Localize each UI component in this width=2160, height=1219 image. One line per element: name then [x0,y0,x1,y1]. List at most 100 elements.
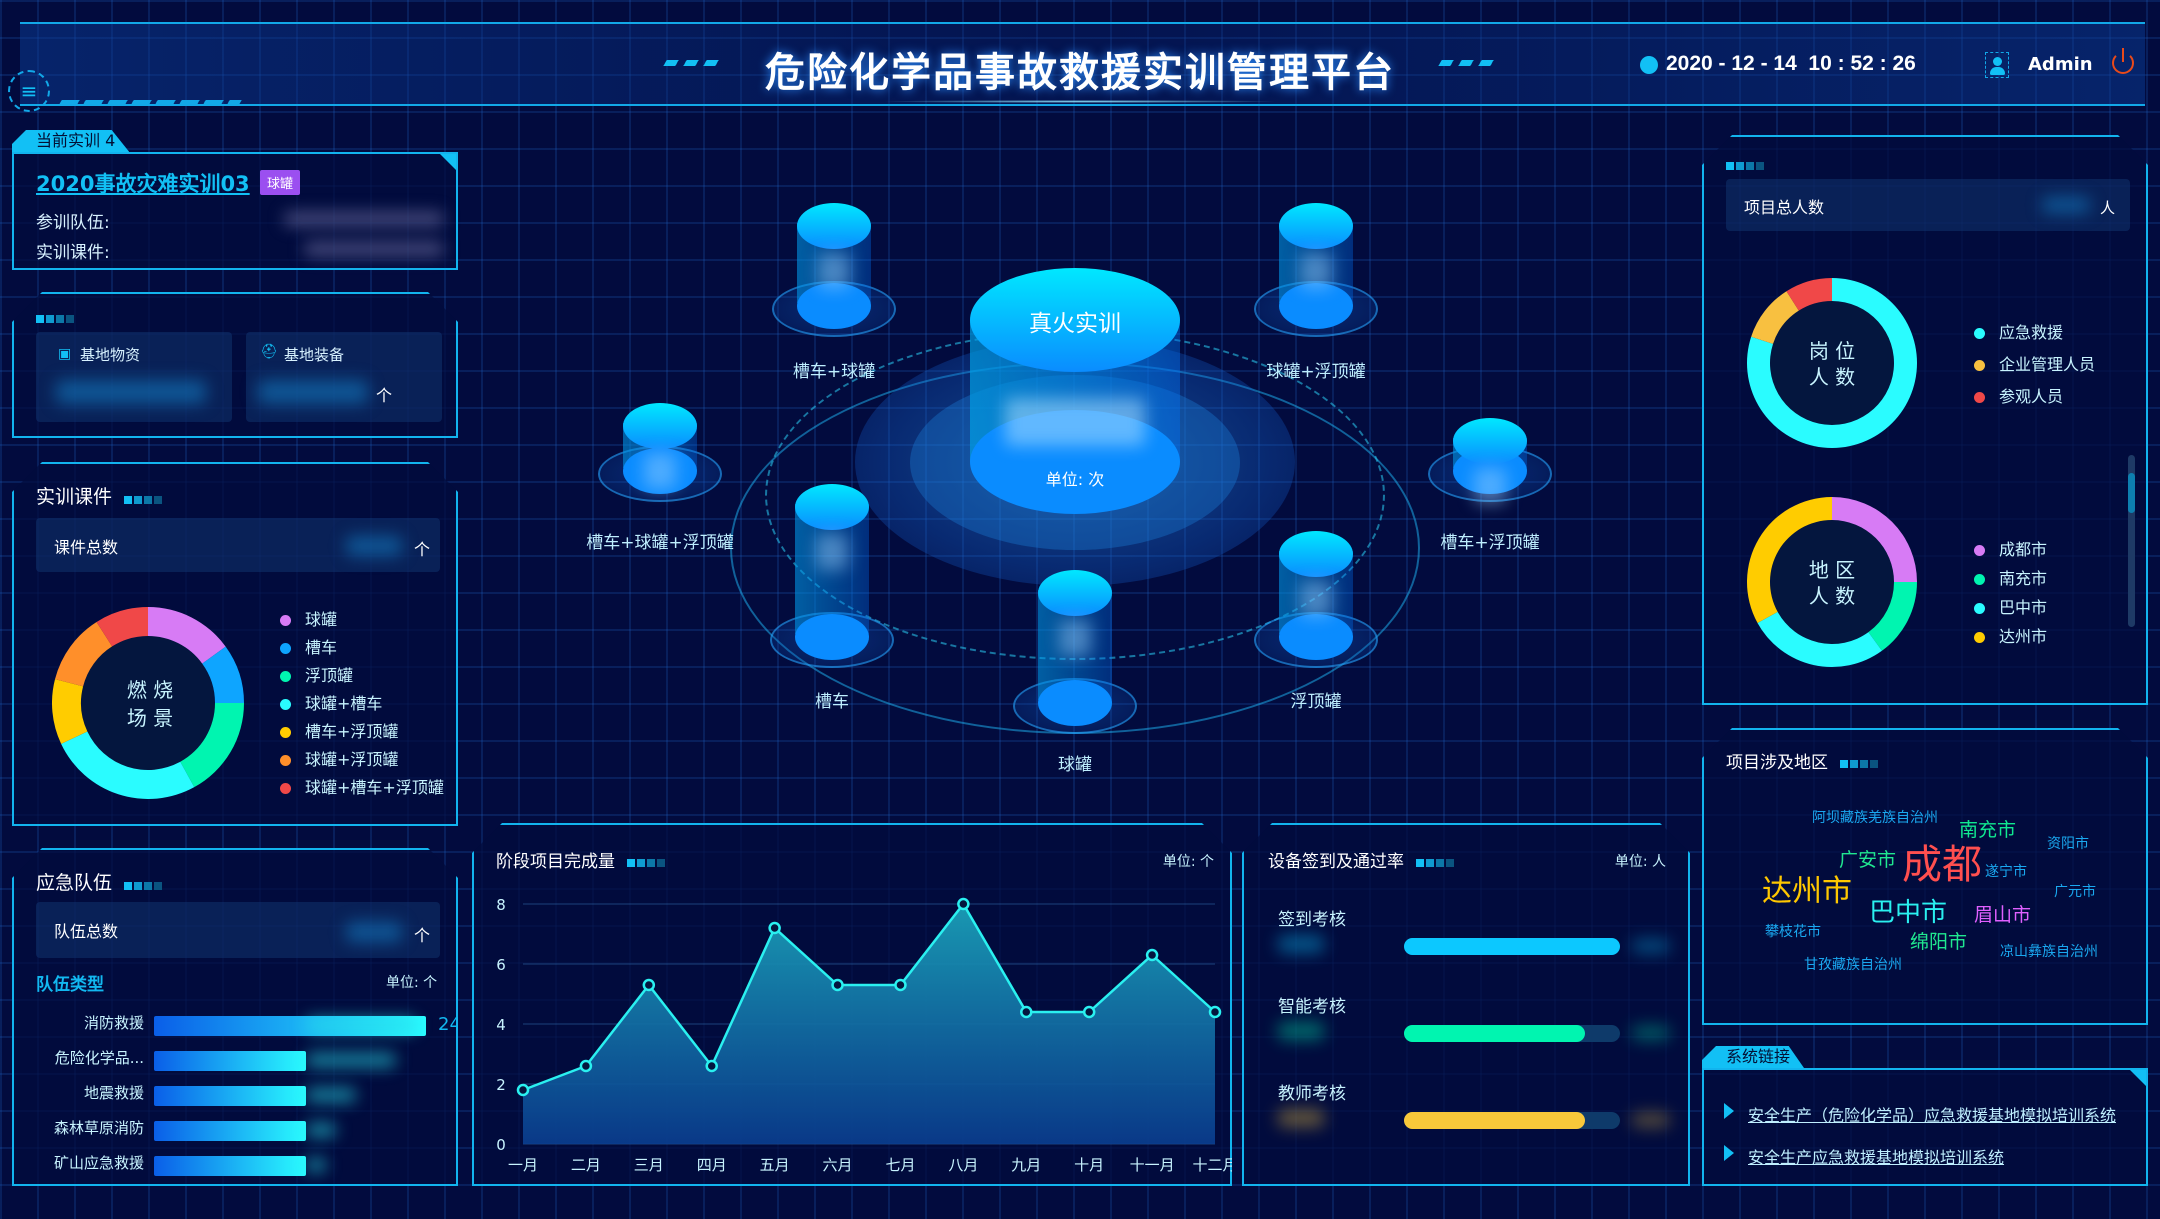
donut-center-line1: 岗 位 [1808,339,1856,363]
team-bar[interactable] [154,1051,306,1071]
legend-item[interactable]: 球罐+槽车 [280,690,382,714]
data-point[interactable] [1210,1007,1220,1017]
power-icon[interactable] [2112,52,2134,74]
equipment-card[interactable]: ⛑ 基地装备 个 [246,332,442,422]
donut-slice[interactable] [202,647,244,703]
donut-slice[interactable] [97,607,148,646]
legend-item[interactable]: 企业管理人员 [1974,351,2095,375]
team-bar[interactable] [154,1156,306,1176]
legend-item[interactable]: 巴中市 [1974,594,2047,618]
region-donut [1747,497,1917,667]
donut-slice[interactable] [52,679,87,744]
word-cloud-item[interactable]: 巴中市 [1869,898,1948,928]
signin-unit: 单位: 人 [1614,854,1666,870]
signin-title-text: 设备签到及通过率 [1268,852,1404,872]
legend-scrollbar[interactable] [2128,455,2135,627]
data-point[interactable] [833,980,843,990]
donut-center-line2: 场 景 [126,706,174,730]
cylinder-top [1038,570,1112,616]
cylinder-top [795,484,869,530]
donut-slice[interactable] [55,622,112,686]
teams-total-label: 队伍总数 [54,922,119,941]
legend-item[interactable]: 南充市 [1974,565,2047,589]
word-cloud-item[interactable]: 攀枝花市 [1765,924,1821,940]
scrollbar-thumb[interactable] [2128,473,2135,513]
data-point[interactable] [895,980,905,990]
cylinder-bottom [623,448,697,494]
word-cloud-item[interactable]: 阿坝藏族羌族自治州 [1812,810,1938,826]
team-bar-label: 危险化学品... [54,1049,144,1067]
word-cloud-item[interactable]: 甘孜藏族自治州 [1804,957,1902,973]
team-bar[interactable] [154,1121,306,1141]
donut-slice[interactable] [180,703,244,787]
legend-item[interactable]: 应急救援 [1974,319,2063,343]
materials-card[interactable]: ▣ 基地物资 [36,332,232,422]
signin-rate-blurred [1632,1026,1670,1040]
donut-slice[interactable] [1747,497,1832,623]
donut-slice[interactable] [1868,582,1917,651]
cylinder-label: 槽车+球罐+浮顶罐 [586,533,734,553]
word-cloud-item[interactable]: 眉山市 [1974,903,2032,926]
word-cloud-item[interactable]: 遂宁市 [1985,864,2027,880]
data-point[interactable] [1021,1007,1031,1017]
donut-slice[interactable] [1832,497,1917,582]
data-point[interactable] [770,923,780,933]
system-link-2[interactable]: 安全生产应急救援基地模拟培训系统 [1723,1144,2004,1168]
legend-label: 球罐+槽车+浮顶罐 [305,778,444,797]
x-tick-label: 四月 [697,1156,727,1174]
training-name-link[interactable]: 2020事故灾难实训03 [36,172,250,196]
signin-count-blurred [1278,1022,1324,1040]
team-bar[interactable] [154,1086,306,1106]
main-value-blurred [1005,398,1145,446]
data-point[interactable] [1147,950,1157,960]
x-tick-label: 十一月 [1130,1156,1175,1174]
legend-item[interactable]: 槽车 [280,634,337,658]
donut-slice[interactable] [148,607,226,664]
username[interactable]: Admin [2028,54,2093,75]
teams-title-text: 应急队伍 [36,872,113,894]
legend-item[interactable]: 球罐+浮顶罐 [280,746,398,770]
cylinder-bottom [797,283,871,329]
word-cloud-item[interactable]: 南充市 [1959,818,2017,841]
cylinder-label: 浮顶罐 [1290,692,1342,712]
legend-item[interactable]: 槽车+浮顶罐 [280,718,398,742]
donut-slice[interactable] [1786,278,1832,311]
word-cloud-item[interactable]: 成都 [1902,842,1982,888]
data-point[interactable] [958,899,968,909]
word-cloud-item[interactable]: 达州市 [1762,874,1852,909]
signin-progress-track [1404,1025,1620,1042]
legend-item[interactable]: 成都市 [1974,536,2047,560]
word-cloud-item[interactable]: 凉山彝族自治州 [2000,944,2098,960]
donut-slice[interactable] [1758,612,1882,667]
legend-item[interactable]: 球罐 [280,606,337,630]
cylinder-label: 槽车 [815,692,849,712]
corner-decoration [440,464,456,480]
data-point[interactable] [518,1085,528,1095]
menu-icon[interactable]: ≡ [8,70,50,112]
cylinder-bottom [1038,680,1112,726]
people-total-unit: 人 [2100,199,2116,217]
signin-progress-track [1404,1112,1620,1129]
word-cloud-item[interactable]: 广元市 [2054,884,2096,900]
legend-item[interactable]: 浮顶罐 [280,662,353,686]
x-tick-label: 二月 [571,1156,601,1174]
word-cloud-item[interactable]: 资阳市 [2047,836,2089,852]
dots-decoration [1840,753,1880,773]
legend-item[interactable]: 参观人员 [1974,383,2063,407]
header-decoration [58,100,242,106]
x-tick-label: 九月 [1011,1156,1041,1174]
system-link-1[interactable]: 安全生产（危险化学品）应急救援基地模拟培训系统 [1723,1102,2116,1126]
word-cloud-item[interactable]: 绵阳市 [1910,930,1968,953]
post-donut-center: 岗 位人 数 [1792,338,1872,390]
word-cloud-item[interactable]: 广安市 [1839,848,1897,871]
data-point[interactable] [644,980,654,990]
donut-slice[interactable] [1751,291,1799,344]
donut-slice[interactable] [61,732,194,799]
legend-item[interactable]: 达州市 [1974,623,2047,647]
data-point[interactable] [1084,1007,1094,1017]
signin-panel: 设备签到及通过率 单位: 人 签到考核 智能考核 教师考核 [1242,823,1690,1186]
legend-item[interactable]: 球罐+槽车+浮顶罐 [280,774,444,798]
data-point[interactable] [581,1061,591,1071]
data-point[interactable] [707,1061,717,1071]
legend-label: 槽车+浮顶罐 [305,722,399,741]
